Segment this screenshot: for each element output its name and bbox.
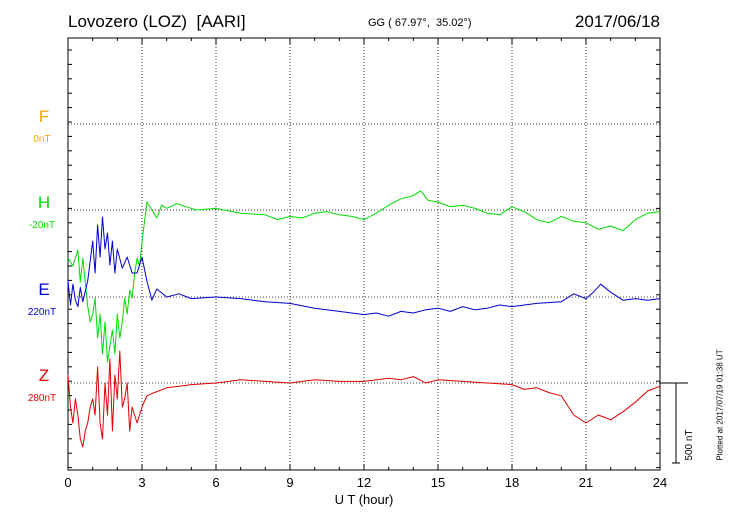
series-baseline-Z: 280nT — [28, 393, 56, 404]
series-line-H — [67, 190, 661, 363]
plotted-note-text: Plotted at 2017/07/19 01:38 UT — [715, 349, 725, 461]
x-tick-label-15: 15 — [431, 475, 445, 490]
series-name-Z: Z — [39, 366, 49, 385]
series-name-F: F — [39, 107, 49, 126]
series-baseline-E: 220nT — [28, 307, 56, 318]
geographic-coords: GG ( 67.97°, 35.02°) — [368, 17, 472, 29]
series-baseline-F: 0nT — [33, 134, 50, 145]
series-line-E — [67, 216, 661, 317]
x-tick-label-18: 18 — [505, 475, 519, 490]
x-axis-title: U T (hour) — [335, 492, 394, 507]
station-title: Lovozero (LOZ) [AARI] — [68, 12, 246, 31]
series-name-H: H — [38, 193, 50, 212]
series-baseline-H: -20nT — [29, 220, 55, 231]
plotted-note: Plotted at 2017/07/19 01:38 UT — [714, 340, 726, 470]
x-tick-label-12: 12 — [357, 475, 371, 490]
date-label: 2017/06/18 — [574, 12, 660, 31]
x-tick-label-3: 3 — [138, 475, 145, 490]
x-tick-label-9: 9 — [286, 475, 293, 490]
series-name-E: E — [38, 280, 49, 299]
x-tick-label-6: 6 — [212, 475, 219, 490]
x-tick-label-21: 21 — [579, 475, 593, 490]
x-tick-label-0: 0 — [64, 475, 71, 490]
series-line-Z — [67, 350, 661, 448]
scale-bar-label: 500 nT — [684, 429, 695, 460]
x-tick-label-24: 24 — [653, 475, 667, 490]
